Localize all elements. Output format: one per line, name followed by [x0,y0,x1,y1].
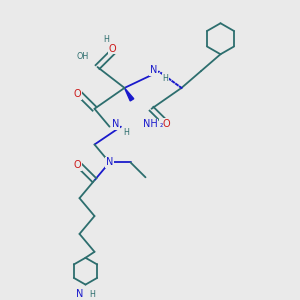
Text: H: H [103,35,109,44]
Text: O: O [73,89,81,99]
Text: H: H [123,128,129,136]
Text: O: O [163,119,170,129]
Text: ₂: ₂ [160,120,163,129]
Text: N: N [150,65,157,75]
Text: OH: OH [76,52,88,61]
Text: O: O [73,160,81,170]
Text: N: N [76,289,84,299]
Text: O: O [109,44,116,54]
Text: NH: NH [142,119,158,129]
Text: N: N [106,158,113,167]
Text: N: N [112,119,120,129]
Text: H: H [89,290,95,298]
Polygon shape [124,88,134,101]
Text: H: H [163,74,169,82]
